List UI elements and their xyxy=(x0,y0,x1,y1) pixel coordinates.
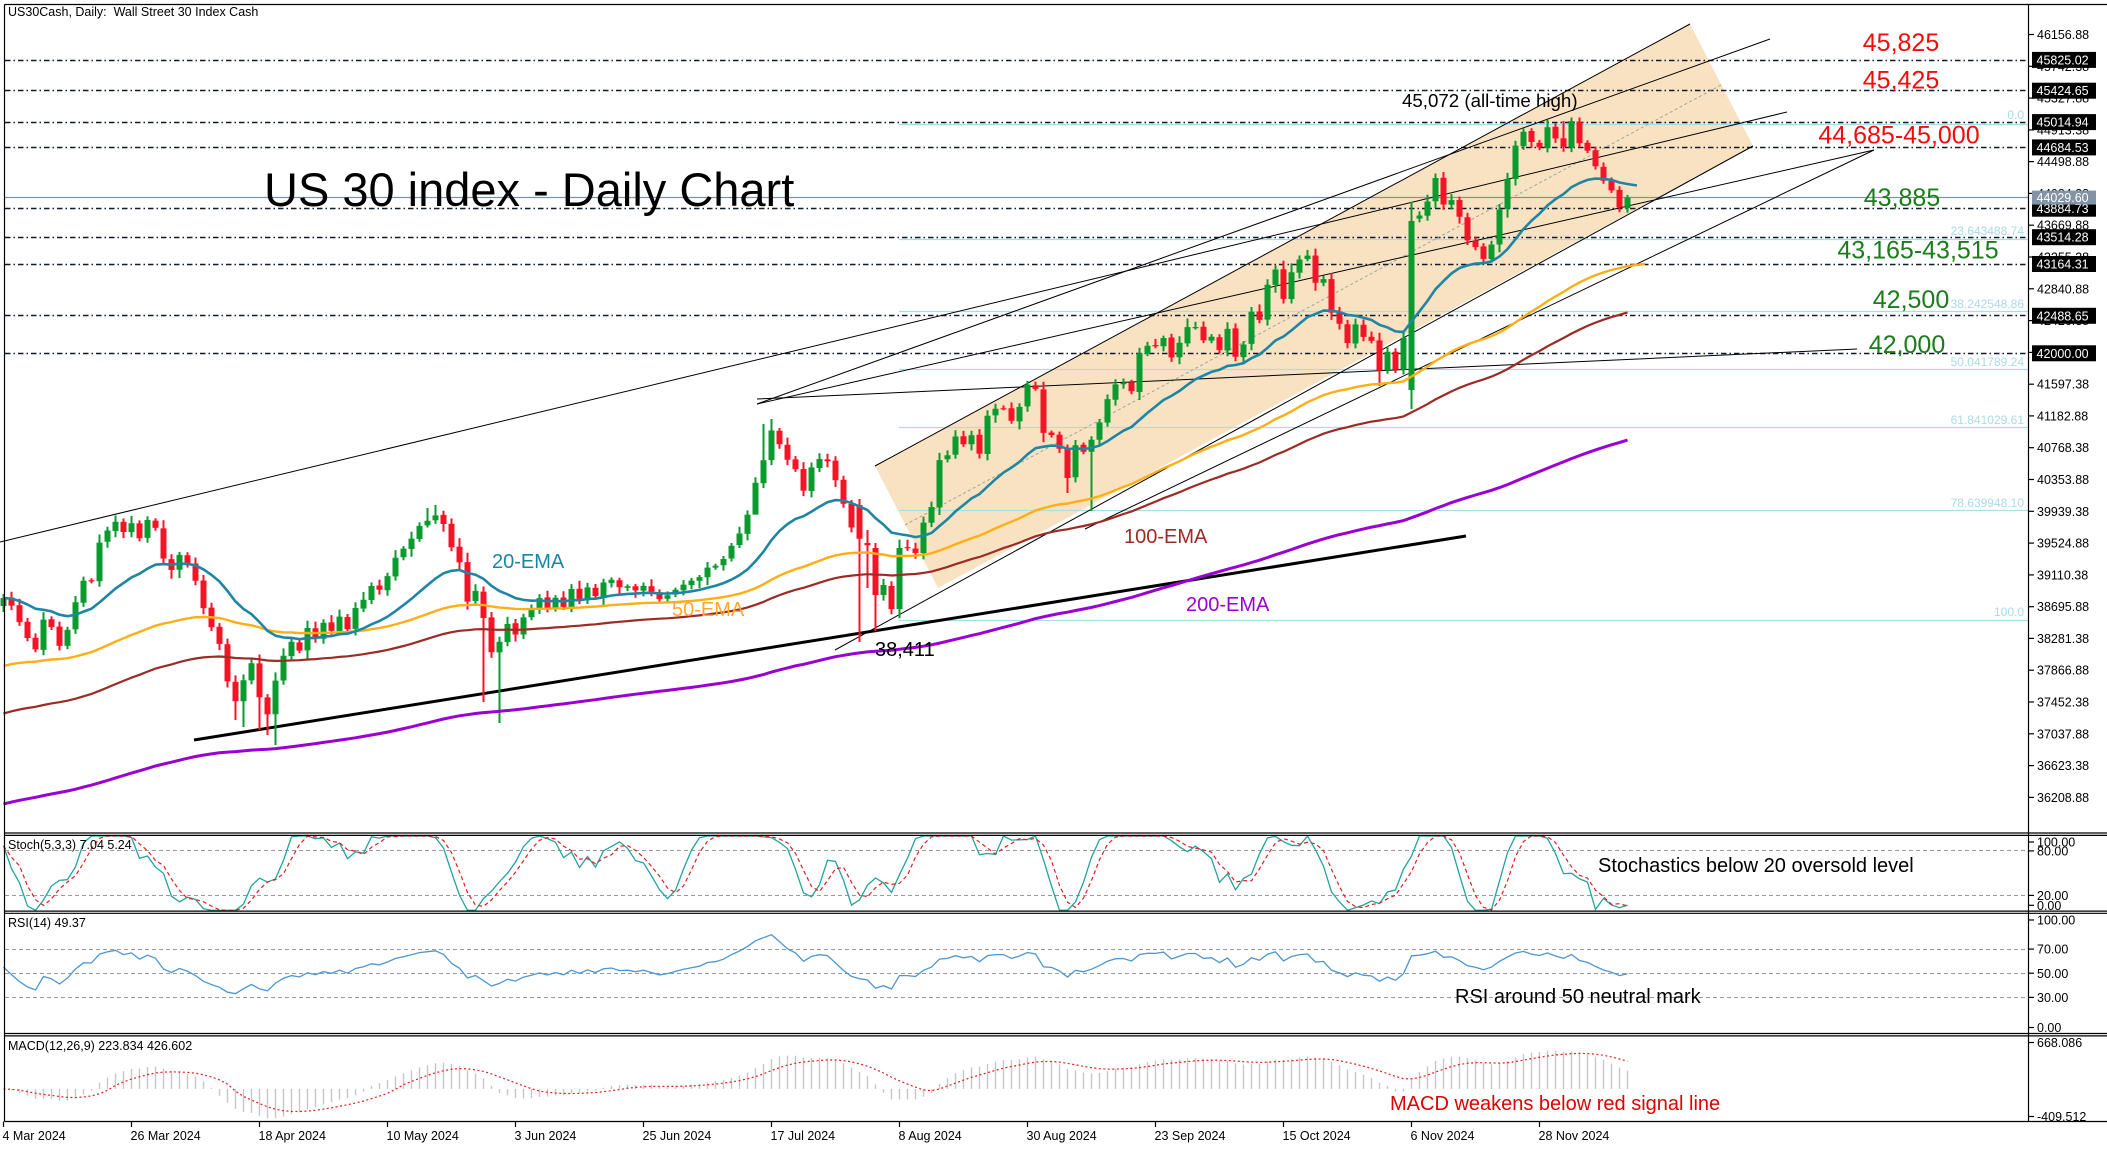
svg-text:42488.65: 42488.65 xyxy=(2037,309,2089,323)
svg-text:28 Nov 2024: 28 Nov 2024 xyxy=(1539,1129,1610,1143)
svg-text:50.00: 50.00 xyxy=(2037,967,2068,981)
svg-text:MACD weakens below red signal: MACD weakens below red signal line xyxy=(1390,1093,1720,1115)
svg-text:18 Apr 2024: 18 Apr 2024 xyxy=(259,1129,326,1143)
svg-text:39939.38: 39939.38 xyxy=(2037,505,2089,519)
svg-text:RSI(14) 49.37: RSI(14) 49.37 xyxy=(8,916,86,930)
svg-text:4 Mar 2024: 4 Mar 2024 xyxy=(3,1129,66,1143)
svg-text:38,411: 38,411 xyxy=(875,639,935,661)
svg-text:42000.00: 42000.00 xyxy=(2037,347,2089,361)
svg-text:40353.88: 40353.88 xyxy=(2037,473,2089,487)
svg-text:43,165-43,515: 43,165-43,515 xyxy=(1837,237,1998,265)
svg-text:42840.88: 42840.88 xyxy=(2037,282,2089,296)
svg-text:0.00: 0.00 xyxy=(2037,899,2061,913)
svg-text:46156.88: 46156.88 xyxy=(2037,28,2089,42)
svg-text:15 Oct 2024: 15 Oct 2024 xyxy=(1283,1129,1351,1143)
svg-text:36623.38: 36623.38 xyxy=(2037,759,2089,773)
svg-text:200-EMA: 200-EMA xyxy=(1186,594,1270,616)
svg-text:23.643488.74: 23.643488.74 xyxy=(1951,224,2025,238)
svg-text:61.841029.61: 61.841029.61 xyxy=(1951,413,2025,427)
svg-text:42,000: 42,000 xyxy=(1869,331,1945,359)
svg-text:23 Sep 2024: 23 Sep 2024 xyxy=(1155,1129,1226,1143)
svg-text:39110.38: 39110.38 xyxy=(2037,568,2088,582)
svg-text:37866.88: 37866.88 xyxy=(2037,664,2089,678)
svg-text:45,825: 45,825 xyxy=(1863,29,1939,57)
svg-text:44684.53: 44684.53 xyxy=(2037,141,2089,155)
svg-text:26 Mar 2024: 26 Mar 2024 xyxy=(131,1129,201,1143)
svg-text:0.0: 0.0 xyxy=(2007,108,2024,122)
svg-text:44029.60: 44029.60 xyxy=(2037,191,2089,205)
svg-text:43514.28: 43514.28 xyxy=(2037,231,2089,245)
svg-text:41597.38: 41597.38 xyxy=(2037,378,2089,392)
svg-text:8 Aug 2024: 8 Aug 2024 xyxy=(899,1129,962,1143)
svg-text:45,425: 45,425 xyxy=(1863,67,1939,95)
svg-text:42,500: 42,500 xyxy=(1873,286,1949,314)
svg-text:17 Jul 2024: 17 Jul 2024 xyxy=(771,1129,836,1143)
svg-text:100-EMA: 100-EMA xyxy=(1124,526,1208,548)
svg-text:US 30 index - Daily Chart: US 30 index - Daily Chart xyxy=(264,163,794,216)
svg-text:30 Aug 2024: 30 Aug 2024 xyxy=(1027,1129,1097,1143)
svg-text:100.00: 100.00 xyxy=(2037,836,2075,850)
svg-text:43164.31: 43164.31 xyxy=(2037,258,2089,272)
svg-text:80.00: 80.00 xyxy=(2037,844,2068,858)
svg-text:41182.88: 41182.88 xyxy=(2037,409,2088,423)
svg-text:25 Jun 2024: 25 Jun 2024 xyxy=(643,1129,712,1143)
svg-text:Stoch(5,3,3) 7.04 5.24: Stoch(5,3,3) 7.04 5.24 xyxy=(8,838,132,852)
svg-text:38.242548.86: 38.242548.86 xyxy=(1951,297,2025,311)
svg-text:50.041789.24: 50.041789.24 xyxy=(1951,355,2025,369)
svg-text:Stochastics below 20 oversold: Stochastics below 20 oversold level xyxy=(1598,855,1914,877)
svg-text:37037.88: 37037.88 xyxy=(2037,727,2089,741)
svg-text:668.086: 668.086 xyxy=(2037,1036,2082,1050)
svg-text:43,885: 43,885 xyxy=(1864,184,1940,212)
svg-text:44498.88: 44498.88 xyxy=(2037,155,2089,169)
svg-text:45825.02: 45825.02 xyxy=(2037,53,2089,67)
svg-text:45014.94: 45014.94 xyxy=(2037,116,2089,130)
svg-text:39524.88: 39524.88 xyxy=(2037,537,2089,551)
svg-text:30.00: 30.00 xyxy=(2037,991,2068,1005)
svg-text:38281.38: 38281.38 xyxy=(2037,632,2089,646)
svg-text:MACD(12,26,9) 223.834 426.602: MACD(12,26,9) 223.834 426.602 xyxy=(8,1039,192,1053)
svg-text:38695.88: 38695.88 xyxy=(2037,600,2089,614)
svg-text:100.00: 100.00 xyxy=(2037,914,2075,928)
svg-text:6 Nov 2024: 6 Nov 2024 xyxy=(1411,1129,1475,1143)
svg-text:36208.88: 36208.88 xyxy=(2037,791,2089,805)
svg-text:78.639948.10: 78.639948.10 xyxy=(1951,496,2025,510)
svg-text:0.00: 0.00 xyxy=(2037,1021,2061,1035)
svg-text:37452.38: 37452.38 xyxy=(2037,696,2089,710)
svg-text:100.0: 100.0 xyxy=(1994,605,2024,619)
svg-text:50-EMA: 50-EMA xyxy=(672,599,745,621)
svg-text:RSI around 50 neutral mark: RSI around 50 neutral mark xyxy=(1455,986,1702,1008)
svg-text:70.00: 70.00 xyxy=(2037,943,2068,957)
svg-text:US30Cash, Daily: Wall Street: US30Cash, Daily: Wall Street 30 Index Ca… xyxy=(8,5,258,19)
svg-text:45424.65: 45424.65 xyxy=(2037,84,2089,98)
svg-text:40768.38: 40768.38 xyxy=(2037,441,2089,455)
svg-text:10 May 2024: 10 May 2024 xyxy=(387,1129,459,1143)
svg-text:20.00: 20.00 xyxy=(2037,889,2068,903)
svg-text:20-EMA: 20-EMA xyxy=(492,551,565,573)
svg-text:3 Jun 2024: 3 Jun 2024 xyxy=(515,1129,577,1143)
svg-text:45,072 (all-time high): 45,072 (all-time high) xyxy=(1402,90,1578,111)
svg-text:44,685-45,000: 44,685-45,000 xyxy=(1818,121,1979,149)
svg-text:-409.512: -409.512 xyxy=(2037,1110,2086,1124)
svg-text:43884.73: 43884.73 xyxy=(2037,202,2089,216)
